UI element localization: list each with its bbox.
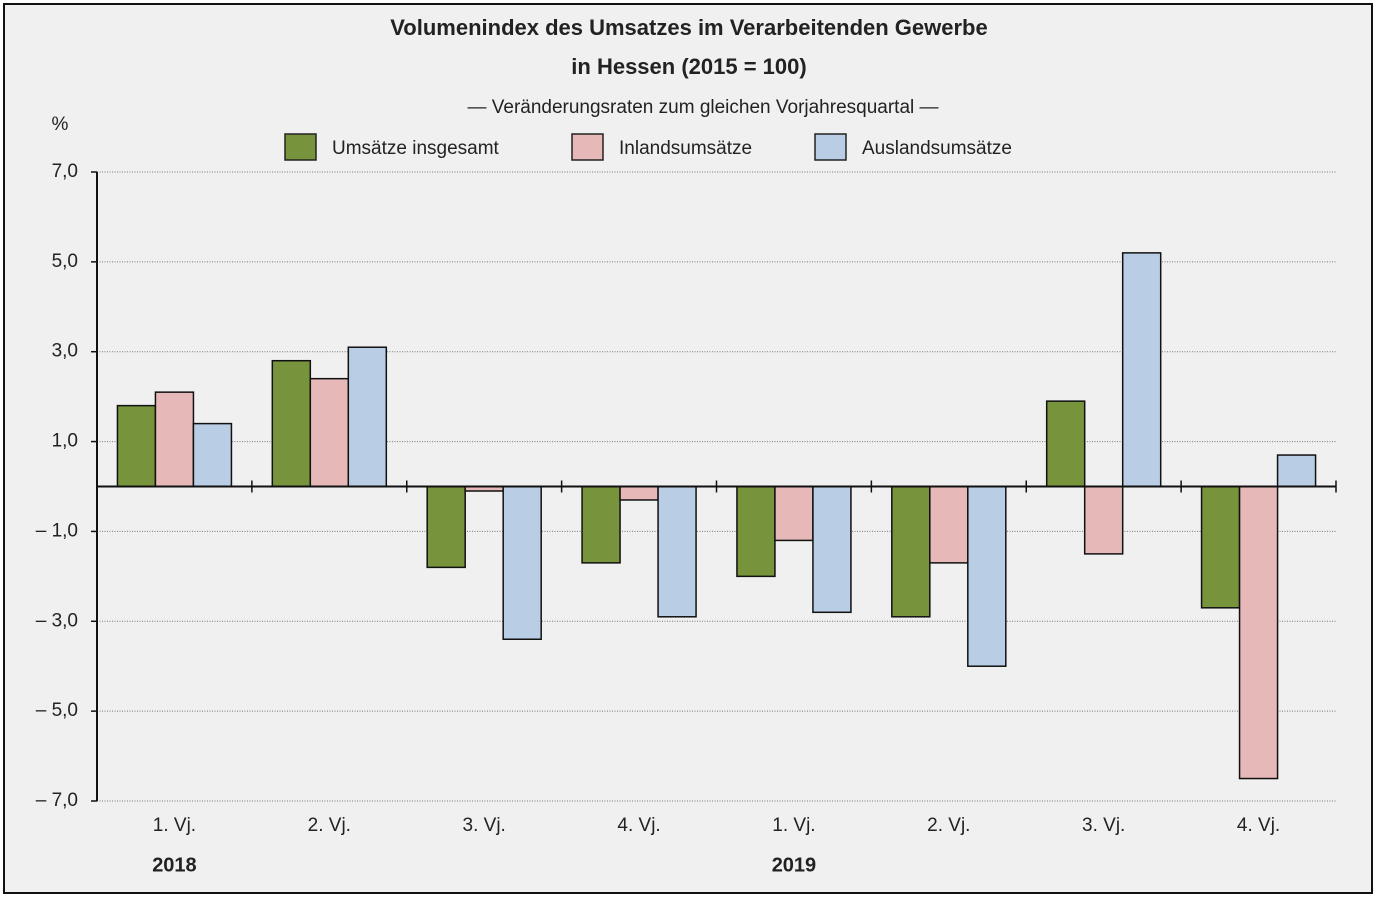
bar <box>1083 485 1124 555</box>
bar <box>347 346 388 488</box>
bar <box>192 422 233 488</box>
bar <box>309 377 350 488</box>
group-label: 2018 <box>152 854 197 876</box>
legend-swatch <box>284 133 317 161</box>
bar <box>581 485 621 564</box>
bar <box>736 485 776 578</box>
y-tick-label: – 7,0 <box>36 790 78 811</box>
bar <box>154 391 195 488</box>
legend-label: Auslandsumsätze <box>862 138 1012 159</box>
bar <box>1121 252 1162 488</box>
y-tick-label: 5,0 <box>52 251 78 272</box>
y-tick-label: 7,0 <box>52 161 78 182</box>
legend-label: Inlandsumsätze <box>619 138 752 159</box>
chart-subtitle: — Veränderungsraten zum gleichen Vorjahr… <box>467 97 938 118</box>
x-tick-label: 1. Vj. <box>772 815 815 836</box>
bar <box>812 485 852 614</box>
y-tick-label: – 1,0 <box>36 520 78 541</box>
bar <box>1238 485 1279 780</box>
y-tick-label: – 3,0 <box>36 610 78 631</box>
bar <box>619 485 659 501</box>
legend-swatch <box>571 133 604 161</box>
bar <box>1276 454 1317 488</box>
y-tick-label: 3,0 <box>52 341 78 362</box>
x-tick-label: 2. Vj. <box>308 815 351 836</box>
bar <box>271 359 312 488</box>
x-tick-label: 3. Vj. <box>1082 815 1125 836</box>
bar <box>929 485 969 564</box>
x-tick-label: 1. Vj. <box>153 815 196 836</box>
y-tick-label: 1,0 <box>52 431 78 452</box>
bar <box>1200 485 1241 609</box>
chart-title: in Hessen (2015 = 100) <box>571 54 806 79</box>
bar <box>967 485 1007 667</box>
bar <box>657 485 697 618</box>
legend-swatch <box>814 133 847 161</box>
bar <box>1045 400 1086 488</box>
group-label: 2019 <box>772 854 817 876</box>
bar <box>502 485 542 641</box>
x-tick-label: 3. Vj. <box>463 815 506 836</box>
legend-label: Umsätze insgesamt <box>332 138 500 159</box>
y-axis-label: % <box>52 114 69 135</box>
x-tick-label: 2. Vj. <box>927 815 970 836</box>
x-tick-label: 4. Vj. <box>1237 815 1280 836</box>
bar <box>891 485 931 618</box>
x-tick-label: 4. Vj. <box>617 815 660 836</box>
bar <box>116 404 157 488</box>
y-tick-label: – 5,0 <box>36 700 78 721</box>
bar <box>426 485 466 569</box>
bar <box>774 485 814 542</box>
chart-title: Volumenindex des Umsatzes im Verarbeiten… <box>390 15 987 40</box>
